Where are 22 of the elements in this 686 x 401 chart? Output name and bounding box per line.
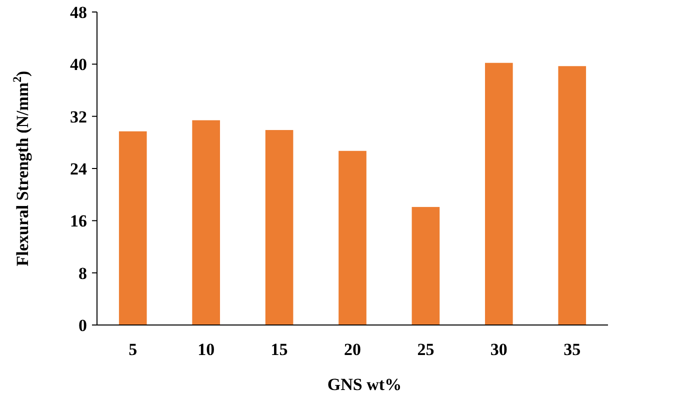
bar [412, 206, 440, 325]
bar [558, 66, 586, 325]
bar [118, 131, 147, 325]
x-tick-label: 10 [198, 340, 215, 359]
x-tick-label: 30 [490, 340, 508, 359]
x-tick-label: 25 [417, 340, 434, 359]
x-axis-title: GNS wt% [327, 375, 402, 394]
x-tick-label: 15 [270, 340, 288, 359]
x-tick-label: 20 [344, 340, 361, 359]
y-tick-label: 0 [78, 316, 87, 335]
y-tick-label: 48 [70, 2, 87, 22]
bar [265, 130, 294, 325]
y-tick-label: 16 [70, 212, 87, 231]
bar [485, 62, 513, 325]
x-tick-label: 5 [128, 340, 138, 359]
x-tick-label: 35 [564, 340, 581, 359]
bar [338, 150, 366, 325]
y-tick-label: 32 [70, 107, 87, 126]
y-tick-label: 24 [70, 159, 88, 178]
y-tick-label: 40 [70, 55, 87, 74]
bar [192, 120, 220, 325]
y-tick-label: 8 [78, 264, 87, 283]
